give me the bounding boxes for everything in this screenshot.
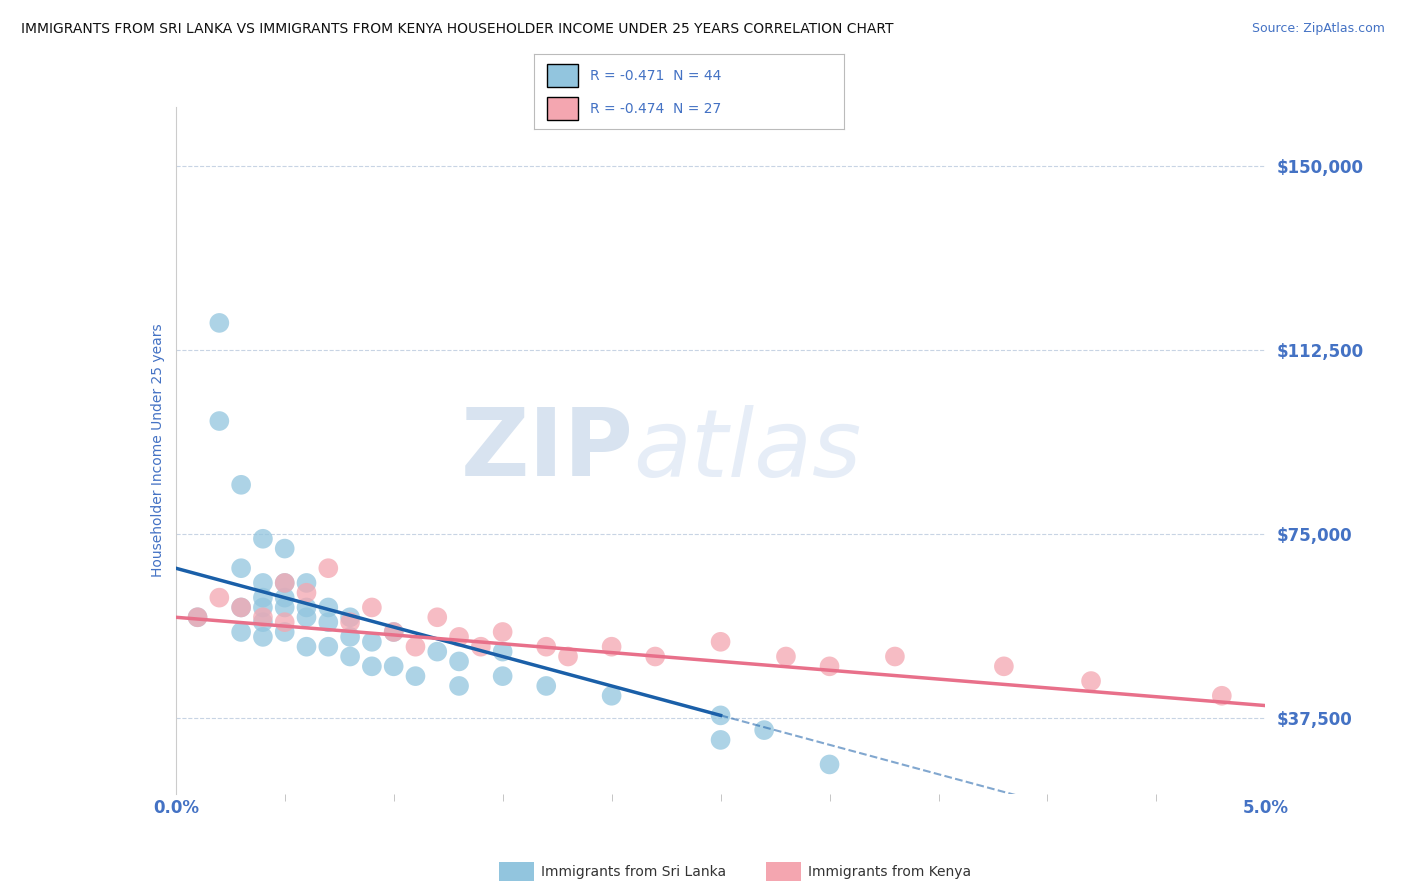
Point bbox=[274, 576, 297, 591]
Point bbox=[754, 723, 776, 737]
Point bbox=[318, 615, 340, 630]
Point bbox=[318, 600, 340, 615]
Text: IMMIGRANTS FROM SRI LANKA VS IMMIGRANTS FROM KENYA HOUSEHOLDER INCOME UNDER 25 Y: IMMIGRANTS FROM SRI LANKA VS IMMIGRANTS … bbox=[21, 22, 894, 37]
Point bbox=[360, 635, 382, 649]
Point bbox=[274, 576, 297, 591]
Text: Immigrants from Sri Lanka: Immigrants from Sri Lanka bbox=[541, 865, 727, 880]
Point bbox=[710, 708, 733, 723]
Point bbox=[447, 679, 470, 693]
Point bbox=[447, 630, 470, 644]
Point bbox=[534, 640, 557, 654]
Point bbox=[295, 586, 318, 600]
Point bbox=[339, 610, 361, 624]
Text: R = -0.474  N = 27: R = -0.474 N = 27 bbox=[591, 102, 721, 116]
Point bbox=[600, 640, 623, 654]
Point bbox=[818, 659, 841, 673]
Point bbox=[252, 615, 274, 630]
Point bbox=[295, 600, 318, 615]
Point bbox=[492, 644, 515, 658]
Text: R = -0.471  N = 44: R = -0.471 N = 44 bbox=[591, 69, 721, 82]
Text: ZIP: ZIP bbox=[461, 404, 633, 497]
Point bbox=[884, 649, 907, 664]
Point bbox=[186, 610, 209, 624]
Point bbox=[447, 655, 470, 669]
Point bbox=[557, 649, 579, 664]
Point bbox=[231, 478, 253, 492]
FancyBboxPatch shape bbox=[547, 64, 578, 87]
Point bbox=[426, 610, 449, 624]
Text: Immigrants from Kenya: Immigrants from Kenya bbox=[808, 865, 972, 880]
Text: atlas: atlas bbox=[633, 405, 862, 496]
Point bbox=[231, 600, 253, 615]
Point bbox=[382, 659, 405, 673]
Point bbox=[382, 624, 405, 639]
Point bbox=[295, 610, 318, 624]
Point bbox=[274, 591, 297, 605]
Y-axis label: Householder Income Under 25 years: Householder Income Under 25 years bbox=[150, 324, 165, 577]
Point bbox=[274, 624, 297, 639]
Point bbox=[252, 630, 274, 644]
Point bbox=[252, 610, 274, 624]
Point bbox=[993, 659, 1015, 673]
Point bbox=[1211, 689, 1233, 703]
Point bbox=[231, 561, 253, 575]
Point bbox=[775, 649, 797, 664]
Point bbox=[252, 532, 274, 546]
Point bbox=[208, 316, 231, 330]
Point bbox=[339, 630, 361, 644]
Point bbox=[208, 414, 231, 428]
Point bbox=[470, 640, 492, 654]
Point bbox=[405, 669, 427, 683]
Point bbox=[208, 591, 231, 605]
Point bbox=[382, 624, 405, 639]
Point bbox=[360, 600, 382, 615]
Point bbox=[710, 733, 733, 747]
Point bbox=[252, 600, 274, 615]
Point bbox=[339, 615, 361, 630]
Point bbox=[231, 624, 253, 639]
FancyBboxPatch shape bbox=[547, 97, 578, 120]
Point bbox=[252, 591, 274, 605]
Point bbox=[534, 679, 557, 693]
Point bbox=[405, 640, 427, 654]
Point bbox=[339, 649, 361, 664]
Point bbox=[318, 640, 340, 654]
Point bbox=[492, 624, 515, 639]
Point bbox=[492, 669, 515, 683]
Point bbox=[231, 600, 253, 615]
Point bbox=[818, 757, 841, 772]
Point bbox=[710, 635, 733, 649]
Point bbox=[186, 610, 209, 624]
Point bbox=[295, 640, 318, 654]
Point bbox=[318, 561, 340, 575]
Point bbox=[274, 541, 297, 556]
Point bbox=[600, 689, 623, 703]
Point bbox=[426, 644, 449, 658]
Text: Source: ZipAtlas.com: Source: ZipAtlas.com bbox=[1251, 22, 1385, 36]
Point bbox=[1080, 674, 1102, 689]
Point bbox=[274, 615, 297, 630]
Point bbox=[274, 600, 297, 615]
Point bbox=[252, 576, 274, 591]
Point bbox=[360, 659, 382, 673]
Point bbox=[644, 649, 666, 664]
Point bbox=[295, 576, 318, 591]
